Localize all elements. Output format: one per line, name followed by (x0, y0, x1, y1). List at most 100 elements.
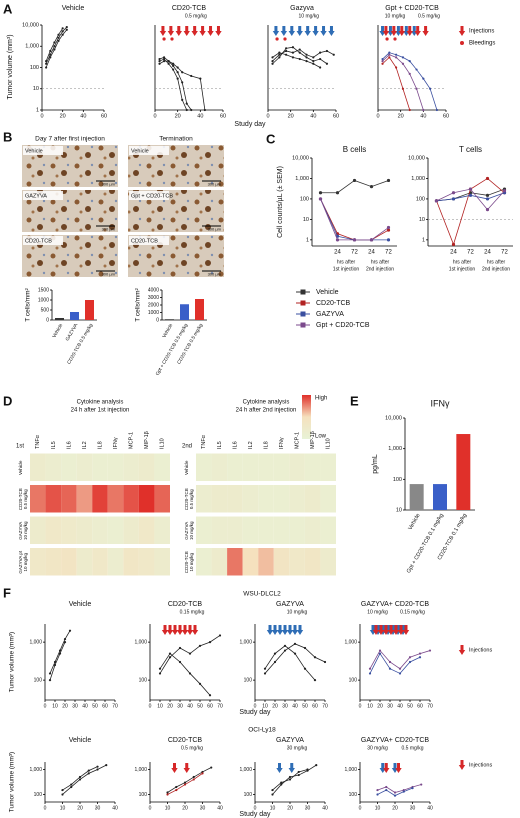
data-point (168, 656, 172, 659)
data-point (172, 68, 175, 71)
y-tick-label: 1,000 (411, 176, 425, 182)
y-tick-label: 1,000 (388, 446, 402, 452)
y-tick-label: 1 (422, 237, 425, 243)
y-tick-label: 0 (46, 317, 49, 323)
data-point (335, 191, 340, 195)
heat-cell (107, 548, 124, 576)
scale-label: 300 µm (102, 272, 116, 277)
x-tick-label: 60 (220, 113, 226, 119)
injection-arrow (382, 26, 390, 36)
data-point (318, 197, 323, 201)
y-axis-label: pg/mL (372, 454, 379, 474)
y-tick-label: 3000 (148, 295, 159, 301)
caption: Day 7 after first injection (35, 136, 105, 143)
plot-subtitle: 30 mg/kg (367, 745, 388, 751)
x-tick-label: 30 (177, 703, 183, 709)
data-point (398, 672, 402, 675)
plot-subtitle: 0.5 mg/kg (418, 13, 440, 19)
data-point (57, 39, 60, 42)
data-point (203, 108, 206, 112)
data-point (61, 33, 64, 36)
y-tick-label: 10,000 (292, 155, 309, 161)
plot-title: Gazyva (290, 5, 314, 12)
x-tick-label: 40 (420, 113, 426, 119)
legend-label: Bleedings (469, 41, 495, 47)
row-label: GAZYVA (184, 522, 189, 540)
data-point (167, 60, 170, 63)
data-point (181, 81, 184, 84)
bleeding-marker (283, 37, 287, 41)
data-point (210, 766, 213, 769)
data-point (485, 176, 490, 181)
data-point (401, 62, 405, 65)
data-point (190, 108, 193, 112)
data-point (87, 769, 90, 772)
plot-title: Gpt + CD20-TCB (385, 5, 439, 12)
panel-letter: B (3, 129, 12, 144)
x-tick-label: 0 (40, 113, 43, 119)
data-point (57, 33, 60, 36)
plot-title: Vehicle (69, 601, 92, 608)
bleeding-marker (170, 37, 174, 41)
x-tick-label: 40 (427, 805, 433, 811)
x-tick-label: 72 (351, 250, 358, 256)
heat-cell (273, 548, 290, 576)
y-tick-label: 100 (244, 677, 253, 683)
y-axis-label: T cells/mm² (25, 287, 32, 321)
data-point (192, 775, 195, 779)
bar (409, 484, 424, 510)
data-point (368, 672, 372, 675)
x-tick-label: 30 (72, 703, 78, 709)
data-point (376, 788, 379, 792)
row-label: CD20-TCB (184, 551, 189, 573)
injection-arrow (312, 26, 319, 36)
data-point (386, 178, 391, 183)
x-tick-label: 70 (322, 703, 328, 709)
data-point (388, 53, 391, 56)
y-tick-label: 1,000 (134, 639, 147, 645)
y-tick-label: 10 (33, 86, 39, 92)
image-label-bg (129, 236, 169, 245)
x-tick-label: 70 (112, 703, 118, 709)
y-tick-label: 1 (36, 107, 39, 113)
image-label-bg (23, 236, 63, 245)
data-point (435, 108, 439, 112)
plot-title: GAZYVA (276, 601, 304, 608)
data-point (297, 773, 300, 777)
heat-cell (138, 516, 155, 544)
data-point (208, 641, 212, 644)
data-point (65, 25, 68, 29)
scale-label: High (315, 396, 327, 402)
heat-cell (289, 485, 305, 513)
injection-arrow (272, 26, 280, 36)
data-point (271, 788, 274, 792)
legend-marker (300, 322, 306, 328)
column-label: MCP-1 (295, 432, 301, 449)
heat-cell (30, 516, 46, 544)
injection-arrow (183, 763, 190, 773)
data-point (352, 178, 357, 183)
data-point (411, 787, 414, 790)
data-point (68, 629, 72, 632)
injection-arrow (383, 763, 390, 773)
data-point (158, 667, 162, 670)
bar (433, 484, 447, 510)
data-point (303, 646, 307, 650)
x-tick-label: 20 (62, 703, 68, 709)
x-tick-label: 70 (217, 703, 223, 709)
image-label-bg (129, 146, 169, 155)
x-tick-label: 50 (302, 703, 308, 709)
injection-arrow (379, 763, 386, 773)
x-tick-label: 30 (282, 703, 288, 709)
data-point (420, 783, 423, 786)
data-point (315, 764, 318, 767)
bar (85, 300, 94, 320)
x-tick-label: 60 (333, 113, 339, 119)
image-label: Vehicle (131, 148, 149, 154)
data-point (48, 679, 52, 682)
data-point (451, 191, 456, 195)
data-point (388, 56, 391, 59)
data-point (78, 775, 82, 779)
data-point (58, 649, 62, 652)
row-title: OCI-Ly18 (248, 727, 276, 734)
